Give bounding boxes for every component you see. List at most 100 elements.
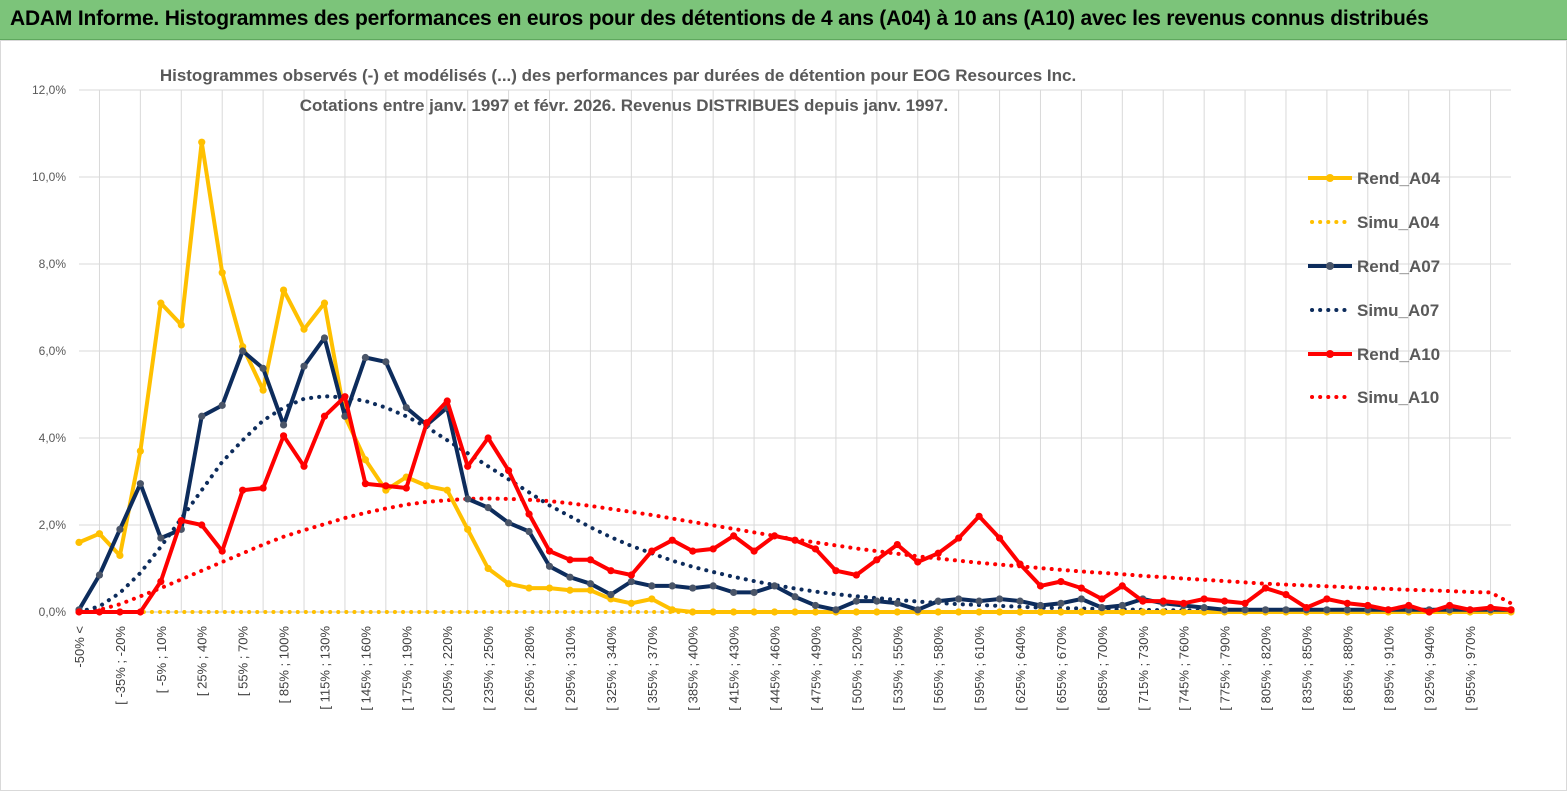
rend-a07-point [791,593,799,601]
x-tick-label: [ 595% ; 610% [972,626,987,711]
rend-a10-point [1486,604,1495,612]
chart-title-line1: Histogrammes observés (-) et modélisés (… [160,66,1076,85]
rend-a07-point [279,421,288,429]
rend-a10-point [1323,595,1331,603]
x-tick-label: [ 445% ; 460% [768,626,783,711]
legend-marker-rend-a10 [1326,350,1334,358]
x-tick-label: [ 655% ; 670% [1054,626,1069,711]
rend-a07-point [157,534,165,542]
x-tick-label: [ -5% ; 10% [154,626,169,694]
chart-frame: 0,0% 2,0% 4,0% 6,0% 8,0% 10,0% 12,0% -50% < [ -… [0,40,1567,791]
legend-label-rend-a04: Rend_A04 [1357,169,1441,188]
x-tick-label: [ 505% ; 520% [849,626,864,711]
rend-a04-point [1036,608,1045,616]
rend-a10-point [852,571,860,579]
x-tick-label: [ 955% ; 970% [1463,626,1478,711]
rend-a07-point [934,597,942,605]
y-tick-label: 0,0% [39,605,67,619]
rend-a04-point [525,584,533,592]
rend-a04-point [730,608,738,616]
rend-a04-point [95,530,104,538]
rend-a04-point [1159,608,1167,616]
rend-a10-point [914,558,922,566]
rend-a07-point [914,606,922,614]
rend-a10-point [1261,584,1270,592]
rend-a10-point [382,482,390,490]
rend-a07-point [402,403,410,412]
rend-a10-point [341,393,349,401]
rend-a07-point [648,582,656,590]
rend-a10-point [1057,577,1065,586]
rend-a04-point [218,269,226,277]
rend-a04-point [443,486,451,494]
rend-a10-point [239,486,247,494]
rend-a10-point [95,608,104,616]
rend-a04-point [811,608,820,616]
legend-marker-rend-a04 [1326,174,1334,182]
rend-a07-point [218,401,226,409]
rend-a10-point [1343,599,1351,607]
histogram-chart: 0,0% 2,0% 4,0% 6,0% 8,0% 10,0% 12,0% -50% < [ -… [0,40,1567,791]
rend-a04-point [770,608,779,616]
rend-a07-point [730,588,738,597]
rend-a10-point [1466,606,1474,614]
rend-a10-point [1221,597,1229,605]
x-tick-label: [ 175% ; 190% [399,626,414,711]
rend-a07-point [1323,606,1331,614]
rend-a04-point [975,608,983,616]
rend-a10-point [361,480,369,488]
report-title: ADAM Informe. Histogrammes des performan… [10,7,1429,30]
rend-a10-point [995,534,1004,542]
rend-a07-point [1261,606,1270,614]
x-tick-label: [ 535% ; 550% [890,626,905,711]
rend-a10-point [811,545,820,553]
y-tick-label: 4,0% [39,431,67,445]
rend-a07-point [873,597,881,605]
rend-a10-point [1159,597,1167,605]
rend-a07-point [975,597,983,605]
rend-a10-point [975,512,983,520]
rend-a04-point [259,386,267,394]
legend-label-rend-a10: Rend_A10 [1357,345,1440,364]
rend-a10-point [1364,601,1372,610]
legend-label-simu-a07: Simu_A07 [1357,301,1439,320]
rend-a10-point [934,549,942,557]
rend-a10-point [300,462,308,470]
legend-label-simu-a10: Simu_A10 [1357,388,1439,407]
rend-a04-point [709,608,717,616]
x-tick-label: [ 415% ; 430% [727,626,742,711]
chart-title-line2: Cotations entre janv. 1997 et févr. 2026… [300,96,948,115]
x-tick-label: [ 265% ; 280% [522,626,537,711]
x-tick-label: [ 805% ; 820% [1259,626,1274,711]
rend-a10-point [545,547,554,555]
x-tick-label: [ 625% ; 640% [1013,626,1028,711]
rend-a10-point [750,547,758,555]
rend-a04-point [177,321,185,329]
rend-a04-point [668,606,676,614]
x-tick-label: [ -35% ; -20% [113,626,128,705]
rend-a07-point [627,577,635,586]
rend-a07-point [566,573,574,581]
rend-a10-point [955,534,963,542]
rend-a04-point [75,538,83,546]
rend-a10-point [75,608,83,616]
rend-a04-point [157,299,165,307]
rend-a04-point [116,551,124,560]
x-tick-label: [ 295% ; 310% [563,626,578,711]
rend-a10-point [668,536,676,544]
rend-a10-point [443,397,451,405]
rend-a10-point [832,567,840,575]
rend-a07-point [505,519,513,527]
x-tick-label: [ 865% ; 880% [1340,626,1355,711]
rend-a04-point [1139,608,1147,616]
rend-a07-point [689,584,697,592]
rend-a04-point [955,608,963,616]
rend-a10-point [464,462,472,470]
rend-a07-point [1343,606,1351,614]
x-tick-label: [ 325% ; 340% [604,626,619,711]
rend-a10-point [1282,591,1290,599]
x-tick-label: [ 685% ; 700% [1095,626,1110,711]
x-tick-label: [ 205% ; 220% [440,626,455,711]
rend-a10-point [566,556,574,564]
rend-a10-point [1241,599,1249,607]
